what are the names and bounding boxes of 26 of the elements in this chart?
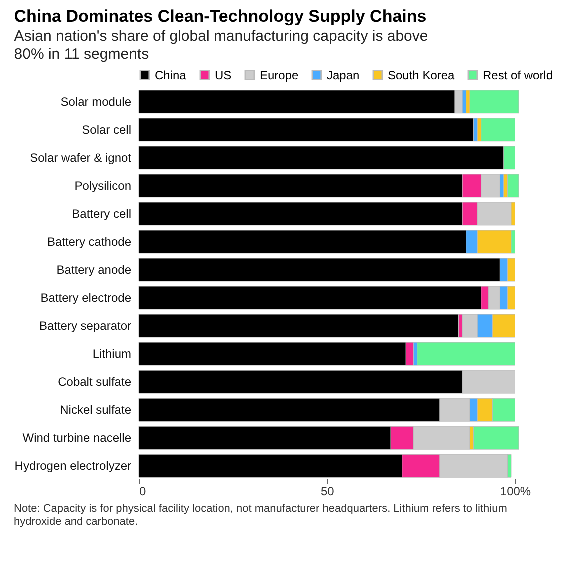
x-tick-label: 0 xyxy=(140,484,146,498)
y-tick-label: Battery separator xyxy=(39,319,132,334)
legend-label: Rest of world xyxy=(483,68,554,82)
y-tick-label: Wind turbine nacelle xyxy=(22,431,132,446)
y-tick-label: Solar module xyxy=(60,94,132,109)
y-tick-label: Battery cell xyxy=(72,206,132,221)
legend-label: South Korea xyxy=(388,68,456,82)
x-tick-label: 100% xyxy=(500,484,532,498)
chart-subtitle: Asian nation's share of global manufacturing capacity is above 80% in 11 segments xyxy=(14,28,428,63)
legend-label: Europe xyxy=(260,68,300,82)
legend-label: US xyxy=(215,68,232,82)
legend-label: China xyxy=(155,68,187,82)
y-tick-label: Lithium xyxy=(92,347,132,362)
y-tick-label: Cobalt sulfate xyxy=(58,375,132,390)
text: Note: Capacity is for physical facility location, not manufacturer headquarters. Lithium refers to lithium hydroxide and carbonate. xyxy=(13,503,508,529)
y-tick-label: Nickel sulfate xyxy=(60,403,132,418)
y-tick-label: Hydrogen electrolyzer xyxy=(14,459,132,474)
y-tick-label: Polysilicon xyxy=(74,178,132,193)
y-tick-label: Solar cell xyxy=(82,122,132,137)
y-tick-label: Battery cathode xyxy=(47,234,132,249)
y-tick-label: Battery electrode xyxy=(40,291,132,306)
x-tick-label: 50 xyxy=(320,484,335,498)
y-tick-label: Battery anode xyxy=(56,262,132,277)
chart-title: China Dominates Clean-Technology Supply Chains xyxy=(14,7,427,26)
legend-label: Japan xyxy=(327,68,360,82)
y-tick-label: Solar wafer & ignot xyxy=(30,150,132,165)
